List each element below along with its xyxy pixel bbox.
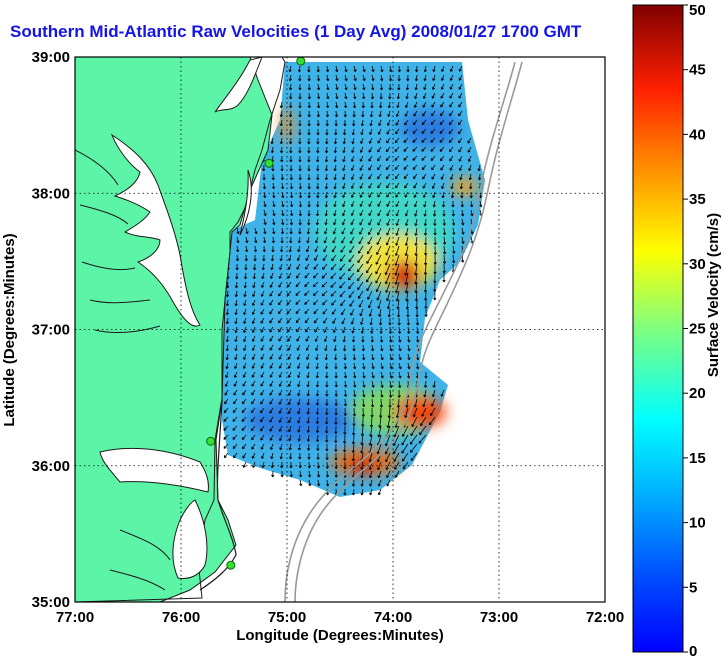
x-tick-label: 74:00: [374, 609, 412, 626]
colorbar-tick-label: 0: [689, 643, 697, 659]
colorbar-label: Surface Velocity (cm/s): [705, 213, 722, 377]
y-tick-label: 35:00: [32, 594, 70, 611]
pamlico-sound: [172, 499, 208, 579]
colorbar-tick-label: 10: [689, 515, 706, 532]
map-title: Southern Mid-Atlantic Raw Velocities (1 …: [10, 22, 582, 41]
y-axis-label: Latitude (Degrees:Minutes): [1, 233, 18, 426]
x-axis-label: Longitude (Degrees:Minutes): [236, 627, 444, 644]
chesapeake-bay: [110, 133, 201, 327]
colorbar-tick-label: 20: [689, 385, 706, 402]
colorbar-tick-label: 45: [689, 62, 706, 79]
y-tick-label: 39:00: [32, 49, 70, 66]
colorbar-tick-label: 30: [689, 256, 706, 273]
colorbar-tick-label: 50: [689, 2, 706, 19]
x-tick-label: 75:00: [268, 609, 306, 626]
colorbar-tick-label: 40: [689, 126, 706, 143]
radar-site-marker: [296, 56, 306, 66]
radar-site-marker: [226, 560, 236, 570]
x-tick-label: 76:00: [162, 609, 200, 626]
x-tick-label: 73:00: [480, 609, 518, 626]
colorbar-tick-label: 35: [689, 191, 706, 208]
colorbar-tick-label: 5: [689, 579, 697, 596]
y-tick-label: 36:00: [32, 458, 70, 475]
colorbar-tick-label: 15: [689, 450, 706, 467]
bathymetry-contours: [284, 61, 523, 602]
x-tick-label: 77:00: [56, 609, 94, 626]
velocity-vectors: [223, 65, 483, 496]
delaware-bay: [214, 57, 263, 113]
y-tick-label: 38:00: [32, 185, 70, 202]
velocity-field: [222, 62, 485, 497]
x-tick-label: 72:00: [586, 609, 624, 626]
y-tick-label: 37:00: [32, 322, 70, 339]
colorbar: [632, 4, 684, 653]
radar-site-marker: [206, 436, 216, 446]
colorbar-tick-label: 25: [689, 321, 706, 338]
grid-lines: [75, 57, 605, 602]
radar-site-marker: [264, 158, 274, 168]
plot-frame: [74, 56, 606, 603]
radar-sites: [206, 56, 306, 570]
